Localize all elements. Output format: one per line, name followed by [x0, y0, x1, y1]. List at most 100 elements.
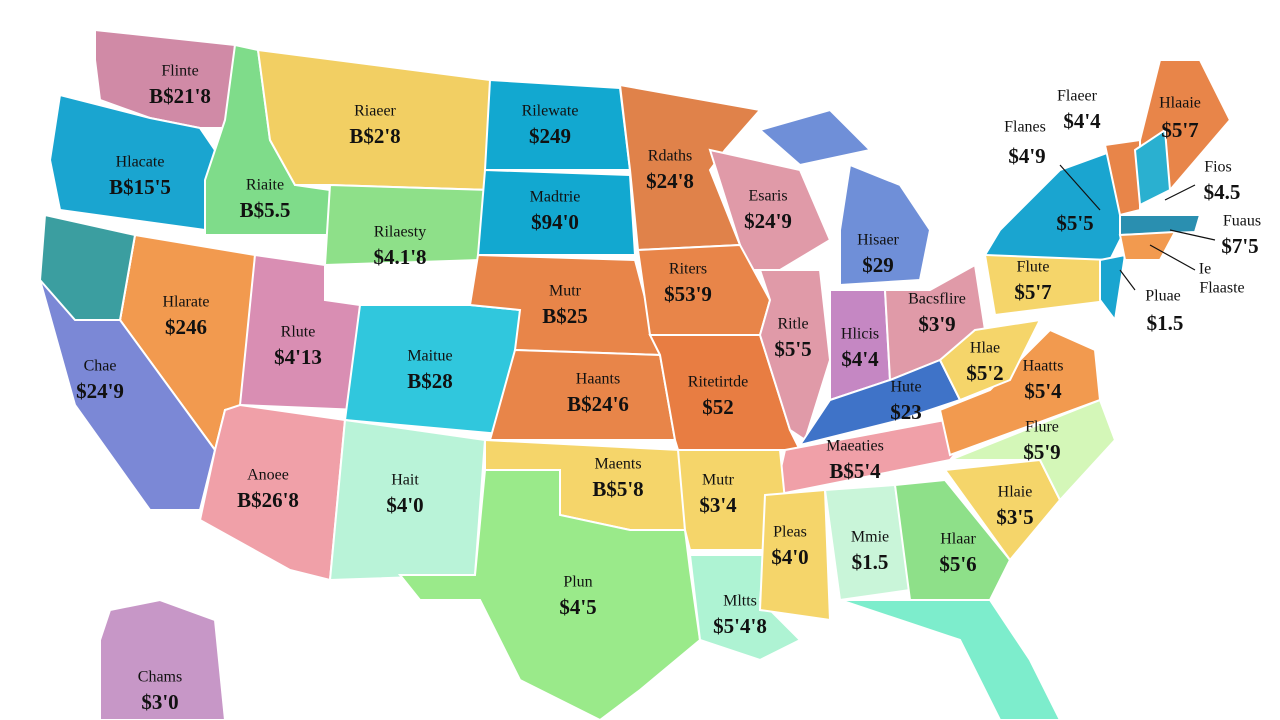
state-value: $24'8	[646, 169, 694, 193]
callout: $5'5	[1056, 211, 1093, 235]
callout-line	[1149, 244, 1196, 271]
state-value: $23	[890, 400, 922, 424]
state-name: Mutr	[702, 472, 735, 489]
state-value: B$5'8	[592, 477, 643, 501]
state-value: $5'5	[774, 337, 811, 361]
state-value: $52	[702, 395, 734, 419]
state-name: Hlaie	[998, 484, 1033, 501]
callout: $5'7	[1161, 118, 1198, 142]
state-value: $3'9	[918, 312, 955, 336]
state	[938, 328, 1102, 457]
callouts: $5'5 Flaeer Flanes $4'4 $4'9 Hlaaie $5'7…	[1004, 88, 1261, 335]
state-name: Flute	[1017, 259, 1050, 276]
labels: Flinte B$21'8 Hlacate B$15'5 Riaite B$5.5 Riae…	[76, 63, 1063, 714]
state	[1118, 230, 1177, 261]
state-value: $4'13	[274, 345, 322, 369]
state-name: Chams	[138, 669, 182, 686]
callout: Pluae	[1145, 288, 1181, 305]
state-name: Bacsflire	[908, 291, 966, 308]
callout-line	[1119, 269, 1136, 291]
state-name: Hlacate	[116, 154, 165, 171]
state	[1119, 214, 1202, 237]
state-name: Hlae	[970, 340, 1000, 357]
state-name: Esaris	[748, 188, 787, 205]
state-name: Rlute	[281, 324, 316, 341]
state-value: B$5'4	[829, 459, 881, 483]
state-name: Plun	[563, 574, 592, 591]
state-name: Hisaer	[857, 232, 899, 249]
state	[983, 148, 1127, 262]
state	[893, 478, 1012, 601]
callout-line	[1059, 164, 1101, 211]
state-value: $29	[862, 253, 894, 277]
callout-line	[1169, 229, 1216, 241]
state-name: Hait	[391, 472, 419, 489]
state-name: Rilewate	[522, 103, 579, 120]
state-value: $53'9	[664, 282, 712, 306]
state	[397, 469, 702, 720]
state-value: $5'6	[939, 552, 976, 576]
state	[938, 318, 1042, 402]
state-value: $4'5	[559, 595, 596, 619]
state	[758, 488, 832, 622]
callout: Fios	[1204, 159, 1232, 176]
state-name: Maitue	[407, 348, 452, 365]
state-value: $5'4'8	[713, 614, 767, 638]
callout: $1.5	[1147, 311, 1184, 335]
state	[1103, 138, 1141, 217]
callout: $7'5	[1221, 234, 1258, 258]
state-name: Anoee	[247, 467, 289, 484]
state	[38, 213, 137, 321]
state-value: $5'2	[966, 361, 1003, 385]
state-value: $1.5	[852, 550, 889, 574]
state-value: $5'4	[1024, 379, 1062, 403]
state-name: Mltts	[723, 593, 757, 610]
state-value: $4'4	[841, 347, 879, 371]
callout: Fuaus	[1223, 213, 1261, 230]
state-name: Hlicis	[841, 326, 879, 343]
state-name: Maeaties	[826, 438, 884, 455]
state-value: $4'0	[386, 493, 423, 517]
state	[99, 598, 227, 720]
callout: Hlaaie	[1159, 95, 1201, 112]
callout: Flanes	[1004, 119, 1046, 136]
callout-line	[1164, 184, 1196, 201]
state-name: Pleas	[773, 524, 807, 541]
state	[476, 168, 637, 256]
state-name: Riaeer	[354, 103, 396, 120]
state-name: Riaite	[246, 177, 284, 194]
state-shapes	[38, 28, 1232, 720]
state-value: $24'9	[744, 209, 792, 233]
state-name: Riters	[669, 261, 707, 278]
state-value: $4.1'8	[373, 245, 426, 269]
state-name: Mmie	[851, 529, 889, 546]
state-value: $3'4	[699, 493, 737, 517]
state-value: B$5.5	[240, 198, 291, 222]
callout: Ie	[1199, 261, 1211, 278]
state-name: Haants	[576, 371, 620, 388]
state-name: Haatts	[1023, 358, 1064, 375]
state	[757, 108, 873, 167]
state	[256, 48, 491, 192]
state-value: B$2'8	[349, 124, 400, 148]
state-name: Flure	[1025, 419, 1059, 436]
state-value: B$28	[407, 369, 453, 393]
callout: Flaaste	[1199, 280, 1244, 297]
state	[839, 599, 1062, 720]
state-value: B$21'8	[149, 84, 211, 108]
state-value: $4'0	[771, 545, 808, 569]
state-value: $5'9	[1023, 440, 1060, 464]
state-name: Ritle	[777, 316, 808, 333]
callout: $4'9	[1008, 144, 1045, 168]
state-value: B$26'8	[237, 488, 299, 512]
state-value: $3'0	[141, 690, 178, 714]
state-name: Ritetirtde	[688, 374, 748, 391]
callout: $4.5	[1204, 180, 1241, 204]
state-name: Madtrie	[530, 189, 581, 206]
state-value: $24'9	[76, 379, 124, 403]
state	[1133, 128, 1172, 207]
state-value: $5'7	[1014, 280, 1051, 304]
state-value: B$24'6	[567, 392, 629, 416]
state	[839, 163, 932, 287]
